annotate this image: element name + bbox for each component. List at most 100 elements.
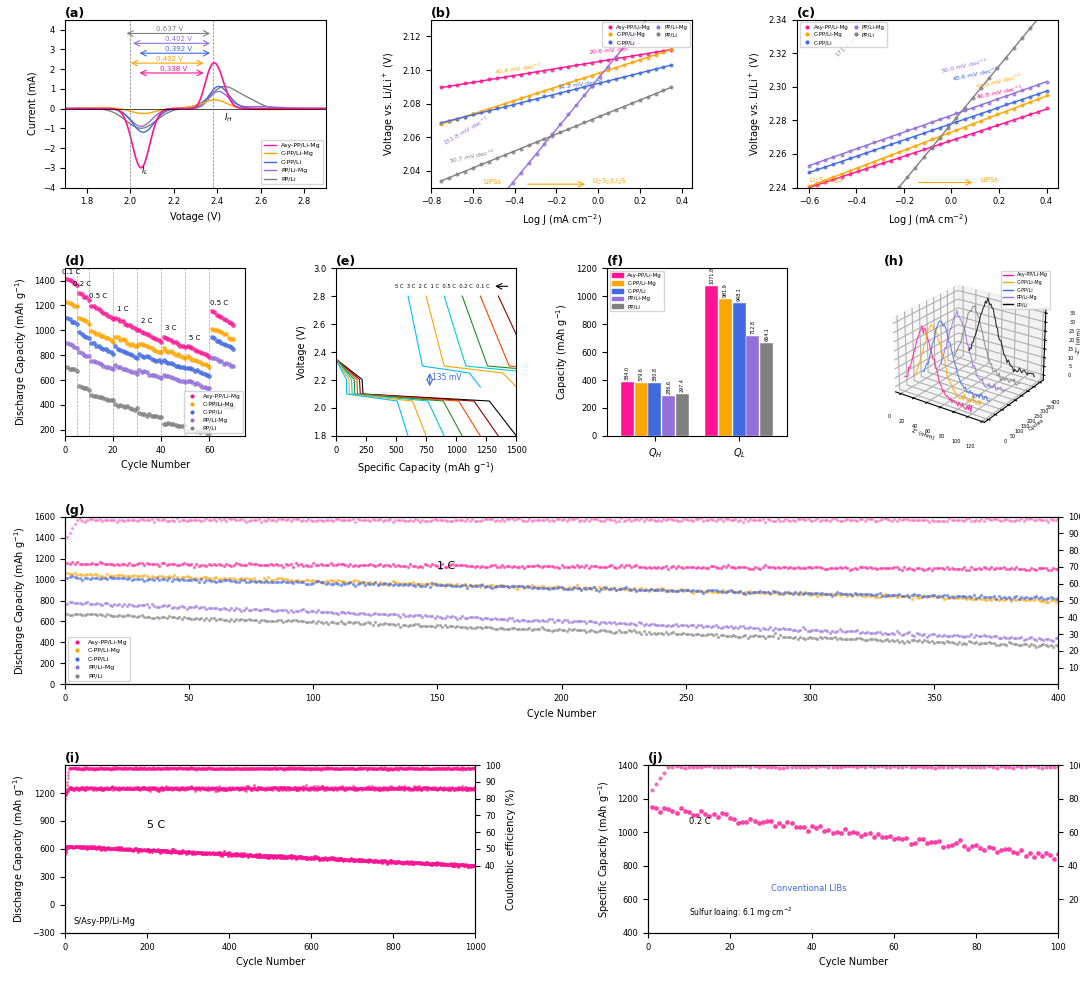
Point bbox=[441, 79, 458, 94]
Point bbox=[143, 843, 160, 858]
Point bbox=[447, 856, 464, 872]
Point bbox=[91, 596, 108, 612]
Point bbox=[251, 847, 268, 863]
Point bbox=[424, 780, 442, 795]
Point bbox=[970, 636, 987, 652]
Point bbox=[154, 367, 172, 383]
Point bbox=[444, 858, 461, 874]
Point bbox=[765, 560, 782, 575]
Point bbox=[889, 632, 906, 648]
Point bbox=[171, 599, 188, 615]
Point bbox=[459, 857, 476, 873]
Point bbox=[275, 848, 293, 864]
Point bbox=[134, 842, 151, 857]
Point bbox=[240, 848, 257, 864]
Point bbox=[102, 762, 119, 778]
Point bbox=[966, 629, 983, 645]
Point bbox=[459, 512, 476, 527]
Point bbox=[195, 570, 213, 585]
Point bbox=[360, 575, 377, 591]
Point bbox=[310, 613, 327, 628]
Point bbox=[956, 513, 973, 528]
Point bbox=[229, 780, 246, 795]
Point bbox=[423, 556, 441, 572]
Point bbox=[472, 214, 489, 230]
Point bbox=[75, 840, 92, 855]
Point bbox=[213, 335, 230, 351]
Point bbox=[368, 780, 386, 795]
Point bbox=[213, 781, 230, 796]
Point bbox=[313, 850, 330, 866]
Point bbox=[351, 781, 368, 796]
Point bbox=[95, 305, 112, 321]
Point bbox=[1044, 592, 1062, 608]
Point bbox=[301, 782, 319, 797]
Point bbox=[707, 627, 725, 642]
Point bbox=[416, 779, 433, 794]
Point bbox=[931, 120, 948, 136]
Point bbox=[679, 627, 697, 642]
Point bbox=[585, 511, 603, 526]
Point bbox=[320, 760, 337, 776]
Point bbox=[423, 576, 441, 592]
Point bbox=[190, 782, 207, 797]
Point bbox=[895, 560, 913, 575]
Point bbox=[117, 842, 134, 857]
Point bbox=[788, 512, 806, 527]
Point bbox=[216, 783, 233, 798]
Point bbox=[340, 852, 357, 868]
Point bbox=[355, 780, 373, 795]
Point bbox=[247, 574, 265, 590]
Point bbox=[105, 781, 122, 796]
Point bbox=[192, 780, 210, 795]
Point bbox=[164, 844, 181, 859]
Point bbox=[401, 780, 418, 795]
Point bbox=[307, 558, 324, 573]
Point bbox=[183, 759, 200, 775]
Point bbox=[329, 557, 347, 573]
Point bbox=[469, 620, 486, 635]
Point bbox=[135, 843, 152, 858]
Point bbox=[310, 557, 327, 573]
Point bbox=[627, 618, 645, 633]
Point bbox=[342, 850, 360, 866]
Point bbox=[62, 838, 79, 853]
Point bbox=[908, 587, 926, 603]
Point bbox=[120, 760, 137, 776]
Point bbox=[866, 209, 883, 225]
Point bbox=[920, 514, 937, 529]
Point bbox=[685, 807, 702, 823]
Point bbox=[400, 781, 417, 796]
Point bbox=[197, 760, 214, 776]
Point bbox=[356, 577, 374, 593]
Point bbox=[175, 760, 192, 776]
Point bbox=[248, 760, 266, 776]
Point bbox=[853, 828, 870, 844]
Point bbox=[903, 627, 920, 643]
Point bbox=[78, 348, 95, 363]
Point bbox=[312, 850, 329, 866]
Point bbox=[70, 310, 87, 326]
Point bbox=[377, 575, 394, 591]
Point bbox=[264, 782, 281, 797]
Point bbox=[325, 761, 342, 777]
Point bbox=[178, 761, 195, 777]
Point bbox=[700, 512, 717, 527]
Point bbox=[526, 579, 543, 595]
Point bbox=[324, 760, 341, 776]
Point bbox=[82, 780, 99, 795]
Point bbox=[889, 624, 906, 639]
Point bbox=[194, 845, 212, 860]
Point bbox=[247, 848, 265, 864]
Point bbox=[410, 856, 428, 872]
Point bbox=[215, 846, 232, 861]
Point bbox=[231, 848, 248, 864]
Point bbox=[354, 781, 372, 796]
Point bbox=[389, 575, 406, 591]
Point bbox=[94, 760, 111, 776]
Point bbox=[195, 347, 213, 362]
Point bbox=[306, 850, 323, 866]
Point bbox=[491, 559, 509, 574]
Point bbox=[379, 577, 396, 593]
Point bbox=[362, 760, 379, 776]
